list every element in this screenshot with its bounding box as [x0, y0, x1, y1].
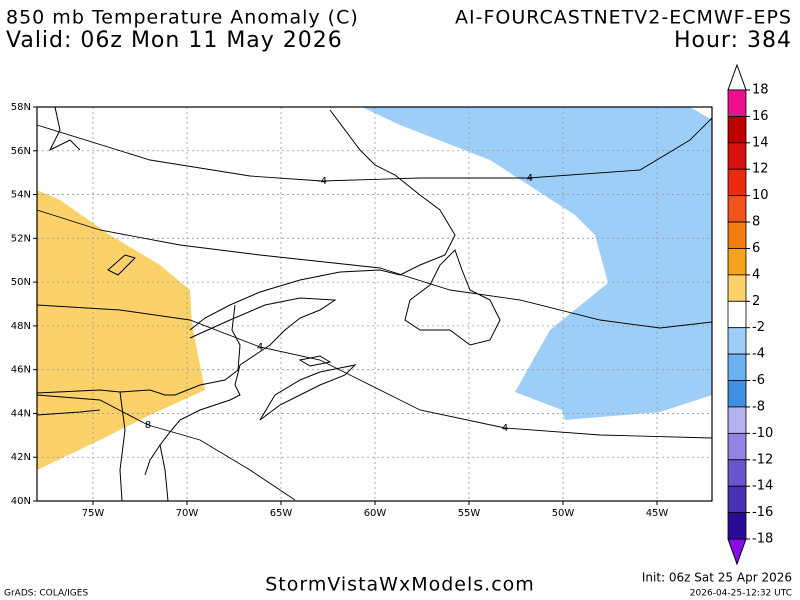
valid-time: Valid: 06z Mon 11 May 2026 [6, 28, 343, 53]
lat-label: 46N [11, 365, 31, 376]
colorbar-label: -10 [752, 426, 773, 441]
grads-credit: GrADS: COLA/IGES [4, 589, 88, 599]
title: 850 mb Temperature Anomaly (C) [6, 7, 359, 29]
nova-scotia [259, 364, 357, 421]
colorbar-label: 10 [752, 188, 769, 203]
lat-label: 56N [11, 146, 31, 157]
colorbar-swatch [727, 89, 747, 117]
colorbar-label: -18 [752, 532, 773, 547]
contour-line [36, 304, 713, 439]
lon-label: 50W [552, 508, 575, 519]
colorbar-label: -16 [752, 505, 773, 520]
lon-label: 45W [646, 508, 669, 519]
colorbar-label: -2 [752, 320, 765, 335]
contour-labels: -4 -4 4 4 8 [145, 173, 533, 434]
contour-label: -4 [317, 176, 327, 187]
pei [298, 355, 332, 367]
colorbar-label: 4 [752, 267, 760, 282]
newfoundland [404, 249, 501, 346]
colorbar-swatch [727, 406, 747, 434]
cold-anomaly [362, 107, 712, 420]
lake [107, 254, 136, 276]
lon-label: 65W [270, 508, 293, 519]
colorbar: 18 16 14 12 10 8 6 4 2 -2 -4 -6 -8 -10 -12 -14 -16 -18 [727, 63, 773, 566]
colorbar-swatch [727, 116, 747, 144]
lat-label: 42N [11, 452, 31, 463]
border [36, 304, 241, 396]
border [36, 409, 101, 416]
model-name: AI-FOURCASTNETV2-ECMWF-EPS [455, 7, 792, 29]
colorbar-swatch [727, 327, 747, 355]
colorbar-swatch [727, 432, 747, 461]
colorbar-label: 8 [752, 215, 760, 230]
coastline [144, 297, 337, 476]
contour-label: 4 [502, 423, 508, 434]
colorbar-label: 16 [752, 109, 769, 124]
contour-label: -4 [523, 173, 533, 184]
contour-label: 4 [257, 342, 263, 353]
contour-line [36, 394, 296, 501]
site-name: StormVistaWxModels.com [265, 574, 535, 596]
lat-label: 52N [11, 233, 31, 244]
contour-line [36, 209, 713, 329]
colorbar-swatch [727, 168, 747, 197]
map: -4 -4 4 4 8 [36, 106, 713, 502]
coastline [189, 109, 456, 331]
colorbar-swatch [727, 274, 747, 302]
graticule [37, 107, 712, 501]
colorbar-swatch [727, 485, 747, 513]
colorbar-swatch [727, 380, 747, 408]
colorbar-label: -8 [752, 399, 765, 414]
colorbar-label: 6 [752, 241, 760, 256]
colorbar-swatch [727, 248, 747, 276]
colorbar-swatch [727, 512, 747, 540]
border [159, 444, 169, 502]
colorbar-label: 18 [752, 83, 769, 98]
colorbar-label: 12 [752, 162, 769, 177]
lat-label: 40N [11, 496, 31, 507]
colorbar-label: -12 [752, 452, 773, 467]
timestamp: 2026-04-25-12:32 UTC [690, 589, 792, 599]
contour-line [36, 117, 713, 182]
contours [36, 117, 713, 501]
colorbar-swatch [727, 300, 747, 329]
colorbar-swatch [727, 221, 747, 249]
coastlines [36, 106, 501, 502]
init-time: Init: 06z Sat 25 Apr 2026 [642, 571, 792, 585]
border [119, 391, 126, 502]
lat-label: 58N [11, 102, 31, 113]
lat-label: 54N [11, 190, 31, 201]
lon-label: 55W [458, 508, 481, 519]
colorbar-swatch [727, 459, 747, 487]
lon-label: 70W [176, 508, 199, 519]
lat-label: 48N [11, 321, 31, 332]
contour-label: 8 [145, 420, 151, 431]
colorbar-arrow [727, 63, 747, 91]
colorbar-label: -14 [752, 479, 773, 494]
colorbar-swatch [727, 142, 747, 170]
colorbar-label: -6 [752, 373, 765, 388]
coastline [48, 106, 81, 152]
lat-label: 50N [11, 277, 31, 288]
lon-label: 75W [82, 508, 105, 519]
colorbar-label: 2 [752, 294, 760, 309]
lon-label: 60W [364, 508, 387, 519]
forecast-hour: Hour: 384 [674, 28, 792, 53]
colorbar-label: 14 [752, 135, 769, 150]
warm-anomaly [37, 190, 205, 470]
lat-label: 44N [11, 408, 31, 419]
colorbar-arrow [727, 538, 747, 566]
colorbar-label: -4 [752, 347, 765, 362]
colorbar-swatch [727, 195, 747, 223]
colorbar-swatch [727, 353, 747, 381]
